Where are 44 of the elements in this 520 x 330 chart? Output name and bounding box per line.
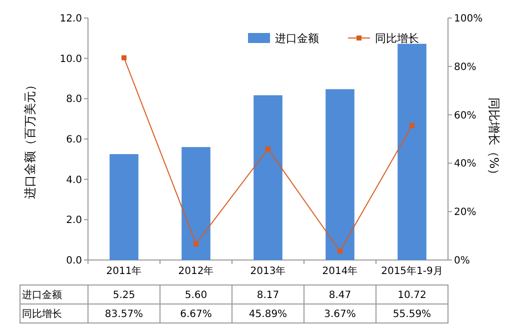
data-label: 55.59% bbox=[392, 309, 432, 320]
y-tick-label: 12.0 bbox=[60, 14, 82, 24]
y2-tick-label: 60% bbox=[454, 110, 476, 122]
legend-label: 同比增长 bbox=[375, 32, 419, 45]
x-tick-label: 2012年 bbox=[178, 265, 214, 277]
y-tick-label: 6.0 bbox=[66, 134, 82, 146]
y2-axis-title: 同比增长（%） bbox=[487, 97, 501, 181]
bar bbox=[326, 89, 354, 260]
bar bbox=[110, 154, 138, 260]
y-tick-label: 4.0 bbox=[66, 174, 82, 186]
legend-label: 进口金额 bbox=[275, 32, 319, 45]
point bbox=[266, 146, 270, 152]
point bbox=[338, 248, 342, 254]
y2-tick-label: 0% bbox=[454, 256, 470, 266]
y-axis-title: 进口金额（百万美元） bbox=[23, 79, 37, 199]
y-tick-label: 10.0 bbox=[60, 54, 82, 65]
data-label: 3.67% bbox=[324, 309, 356, 320]
point bbox=[122, 55, 126, 60]
y2-tick-label: 80% bbox=[454, 62, 476, 73]
data-label: 83.57% bbox=[104, 309, 144, 320]
y2-tick-label: 20% bbox=[454, 207, 476, 218]
bar bbox=[182, 147, 210, 260]
text: 进口金额 bbox=[22, 290, 62, 301]
data-label: 6.67% bbox=[180, 309, 212, 320]
bar bbox=[254, 95, 282, 260]
data-label: 5.25 bbox=[112, 290, 136, 301]
x-tick-label: 2014年 bbox=[322, 265, 358, 277]
data-label: 45.89% bbox=[248, 309, 288, 320]
point bbox=[410, 122, 414, 128]
data-label: 8.17 bbox=[256, 290, 280, 301]
y-tick-label: 2.0 bbox=[66, 215, 82, 226]
data-label: 5.60 bbox=[184, 290, 208, 301]
bar bbox=[398, 44, 426, 260]
point bbox=[194, 241, 198, 246]
y2-tick-label: 40% bbox=[454, 158, 476, 170]
x-tick-label: 2015年1-9月 bbox=[381, 265, 443, 277]
text: 同比增长 bbox=[22, 309, 62, 320]
y-tick-label: 0.0 bbox=[66, 256, 82, 266]
x-tick-label: 2011年 bbox=[106, 265, 142, 277]
data-label: 8.47 bbox=[328, 290, 352, 301]
y2-tick-label: 100% bbox=[454, 14, 483, 24]
data-label: 10.72 bbox=[398, 290, 426, 301]
y-tick-label: 8.0 bbox=[66, 94, 82, 106]
x-tick-label: 2013年 bbox=[250, 265, 286, 277]
